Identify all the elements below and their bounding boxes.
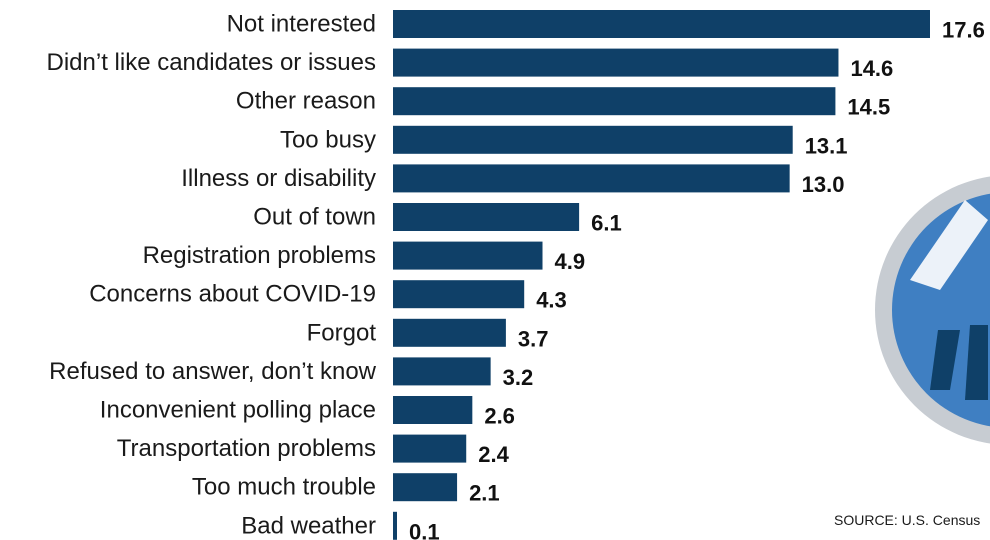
- bar: [393, 164, 790, 193]
- category-label: Bad weather: [241, 512, 376, 539]
- value-labels: 17.6 14.6 14.5 13.1 13.0 6.14.9 4.3 3.7 3.2 2.6 2.…: [409, 18, 985, 540]
- category-label: Too much trouble: [192, 474, 376, 501]
- value-label: 2.4: [478, 442, 509, 467]
- bar: [393, 357, 491, 386]
- category-labels: Not interested Didn’t like candidates or …: [47, 11, 377, 540]
- bar: [393, 473, 458, 502]
- bars: [393, 10, 930, 540]
- value-label: 4.9: [555, 249, 586, 274]
- category-label: Transportation problems: [117, 435, 376, 462]
- value-label: 2.1: [469, 481, 500, 506]
- value-label: 13.1: [805, 133, 848, 158]
- bar: [393, 241, 543, 270]
- bar: [393, 203, 580, 231]
- value-label: 17.6: [942, 18, 985, 43]
- category-label: Concerns about COVID-19: [89, 281, 376, 308]
- category-label: Didn’t like candidates or issues: [47, 49, 377, 76]
- category-label: Other reason: [236, 88, 376, 115]
- value-label: 13.0: [802, 172, 845, 197]
- value-label: 3.2: [503, 365, 534, 390]
- bar: [393, 280, 525, 309]
- category-label: Refused to answer, don’t know: [49, 358, 377, 385]
- category-label: Not interested: [227, 11, 376, 38]
- bar: [393, 511, 397, 540]
- category-label: Inconvenient polling place: [100, 397, 376, 424]
- value-label: 3.7: [518, 326, 549, 351]
- bar: [393, 434, 467, 463]
- bar: [393, 125, 793, 154]
- bar: [393, 10, 930, 38]
- source-note: SOURCE: U.S. Census: [834, 512, 981, 528]
- value-label: 0.1: [409, 519, 440, 540]
- value-label: 14.6: [850, 56, 893, 81]
- value-label: 2.6: [484, 404, 515, 429]
- logo-icon: [875, 176, 990, 444]
- value-label: 4.3: [536, 288, 567, 313]
- category-label: Registration problems: [143, 242, 376, 269]
- value-label: 6.1: [591, 211, 622, 236]
- category-label: Out of town: [253, 204, 376, 231]
- bar: [393, 48, 839, 77]
- bar: [393, 318, 506, 347]
- bar: [393, 396, 473, 424]
- category-label: Illness or disability: [181, 165, 376, 192]
- category-label: Forgot: [307, 319, 377, 346]
- bar: [393, 87, 836, 116]
- category-label: Too busy: [280, 126, 376, 153]
- value-label: 14.5: [847, 95, 890, 120]
